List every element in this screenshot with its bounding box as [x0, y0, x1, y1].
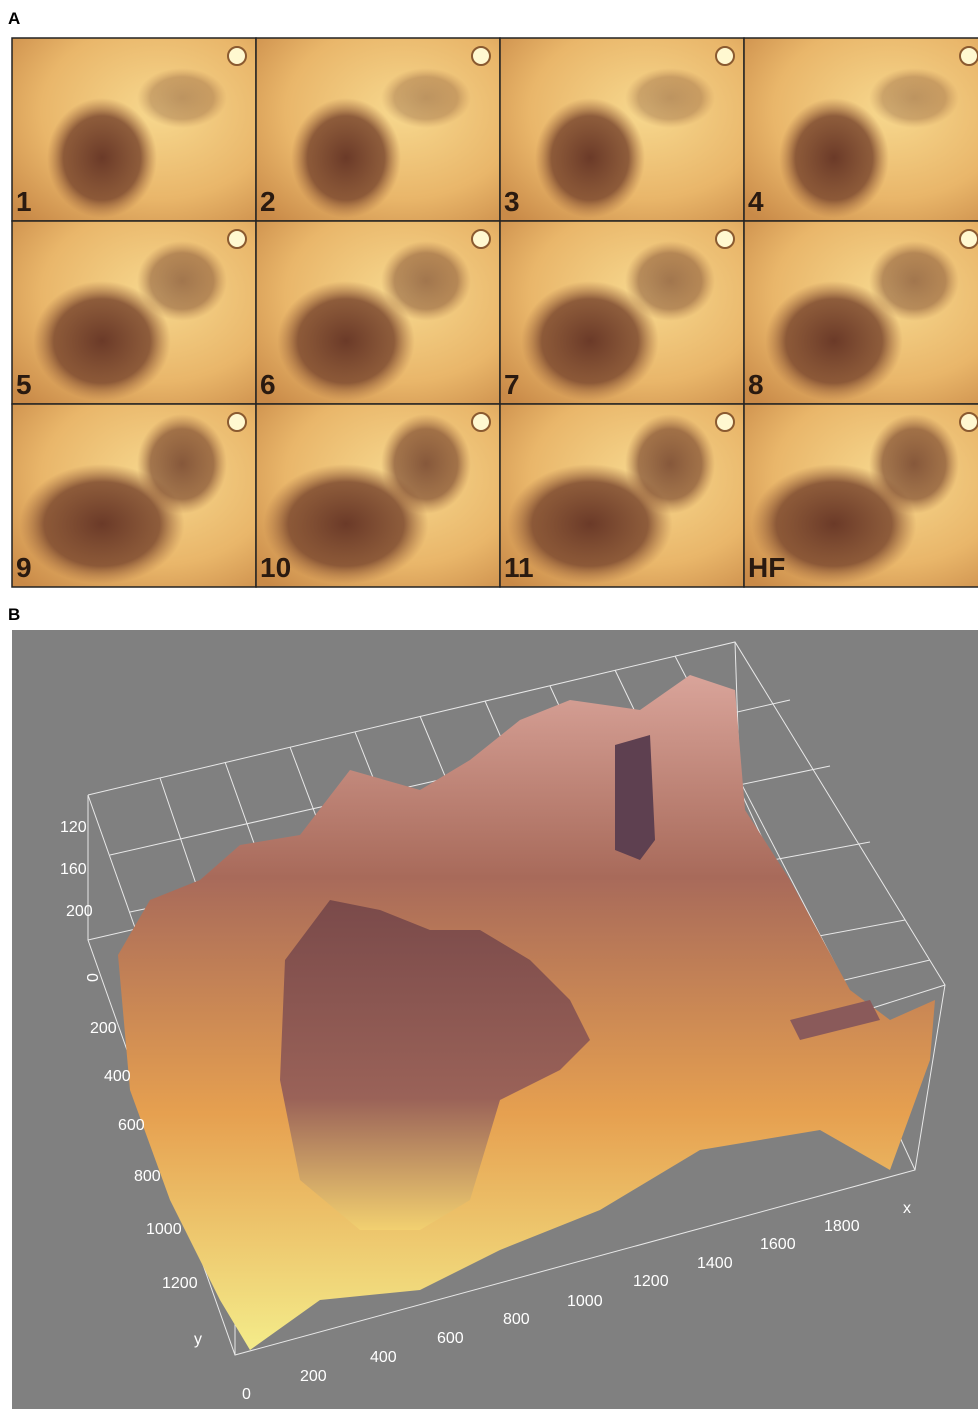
x-tick-label: 400: [370, 1349, 397, 1366]
y-axis-label: y: [194, 1331, 202, 1348]
bubble: [228, 47, 246, 65]
dark-particle: [625, 414, 715, 514]
tile-label: 8: [748, 369, 764, 400]
tile-label: HF: [748, 552, 785, 583]
tile-label: 5: [16, 369, 32, 400]
x-tick-label: 1800: [824, 1218, 860, 1235]
y-tick-label: 800: [134, 1168, 161, 1185]
z-tick-label: 160: [60, 861, 87, 878]
dark-particle: [381, 414, 471, 514]
x-tick-label: 600: [437, 1330, 464, 1347]
x-tick-label: 1200: [633, 1273, 669, 1290]
panel-label: B: [8, 605, 20, 624]
image-grid: 1 2 3 4 5 6 7 8 9 10 11 HF: [12, 38, 978, 587]
y-tick-label: 1000: [146, 1221, 182, 1238]
x-tick-label: 0: [242, 1386, 251, 1403]
y-tick-label: 200: [90, 1020, 117, 1037]
dark-particle: [869, 241, 959, 321]
dark-particle: [625, 241, 715, 321]
z-tick-label: 120: [60, 819, 87, 836]
dark-particle: [291, 98, 401, 218]
micrograph: 1: [12, 38, 256, 221]
dark-particle: [779, 98, 889, 218]
bubble: [960, 413, 978, 431]
tile-label: 1: [16, 186, 32, 217]
z-tick-label: 0: [85, 973, 102, 982]
micrograph: 7: [500, 221, 744, 404]
dark-particle: [869, 68, 959, 128]
x-tick-label: 1600: [760, 1236, 796, 1253]
tile-label: 6: [260, 369, 276, 400]
figure: A 1 2 3 4 5 6 7 8 9 10 11 HF B 120 160 200 0 200 400 600 8…: [0, 0, 978, 1409]
dark-particle: [869, 414, 959, 514]
micrograph: 10: [256, 404, 500, 587]
micrograph: 5: [12, 221, 256, 404]
micrograph: 8: [744, 221, 978, 404]
micrograph: 2: [256, 38, 500, 221]
x-axis-label: x: [903, 1200, 911, 1217]
tile-label: 11: [504, 552, 534, 583]
bubble: [960, 47, 978, 65]
bubble: [472, 47, 490, 65]
dark-particle: [137, 68, 227, 128]
bubble: [228, 413, 246, 431]
tile-label: 10: [260, 552, 291, 583]
bubble: [472, 413, 490, 431]
bubble: [960, 230, 978, 248]
tile-label: 2: [260, 186, 276, 217]
tile-label: 4: [748, 186, 764, 217]
z-tick-label: 200: [66, 903, 93, 920]
bubble: [716, 230, 734, 248]
x-tick-label: 800: [503, 1311, 530, 1328]
x-tick-label: 1400: [697, 1255, 733, 1272]
dark-particle: [625, 68, 715, 128]
bubble: [716, 47, 734, 65]
tile-label: 9: [16, 552, 32, 583]
micrograph: HF: [744, 404, 978, 587]
bubble: [716, 413, 734, 431]
micrograph: 3: [500, 38, 744, 221]
tile-label: 3: [504, 186, 520, 217]
micrograph: 6: [256, 221, 500, 404]
dark-particle: [137, 414, 227, 514]
micrograph: 11: [500, 404, 744, 587]
x-tick-label: 200: [300, 1368, 327, 1385]
bubble: [228, 230, 246, 248]
x-tick-label: 1000: [567, 1293, 603, 1310]
dark-particle: [47, 98, 157, 218]
y-tick-label: 1200: [162, 1275, 198, 1292]
y-tick-label: 400: [104, 1068, 131, 1085]
tile-label: 7: [504, 369, 520, 400]
dark-particle: [535, 98, 645, 218]
y-tick-label: 600: [118, 1117, 145, 1134]
micrograph: 9: [12, 404, 256, 587]
bubble: [472, 230, 490, 248]
micrograph: 4: [744, 38, 978, 221]
dark-particle: [137, 241, 227, 321]
panel-label: A: [8, 9, 20, 28]
dark-particle: [381, 241, 471, 321]
dark-particle: [381, 68, 471, 128]
